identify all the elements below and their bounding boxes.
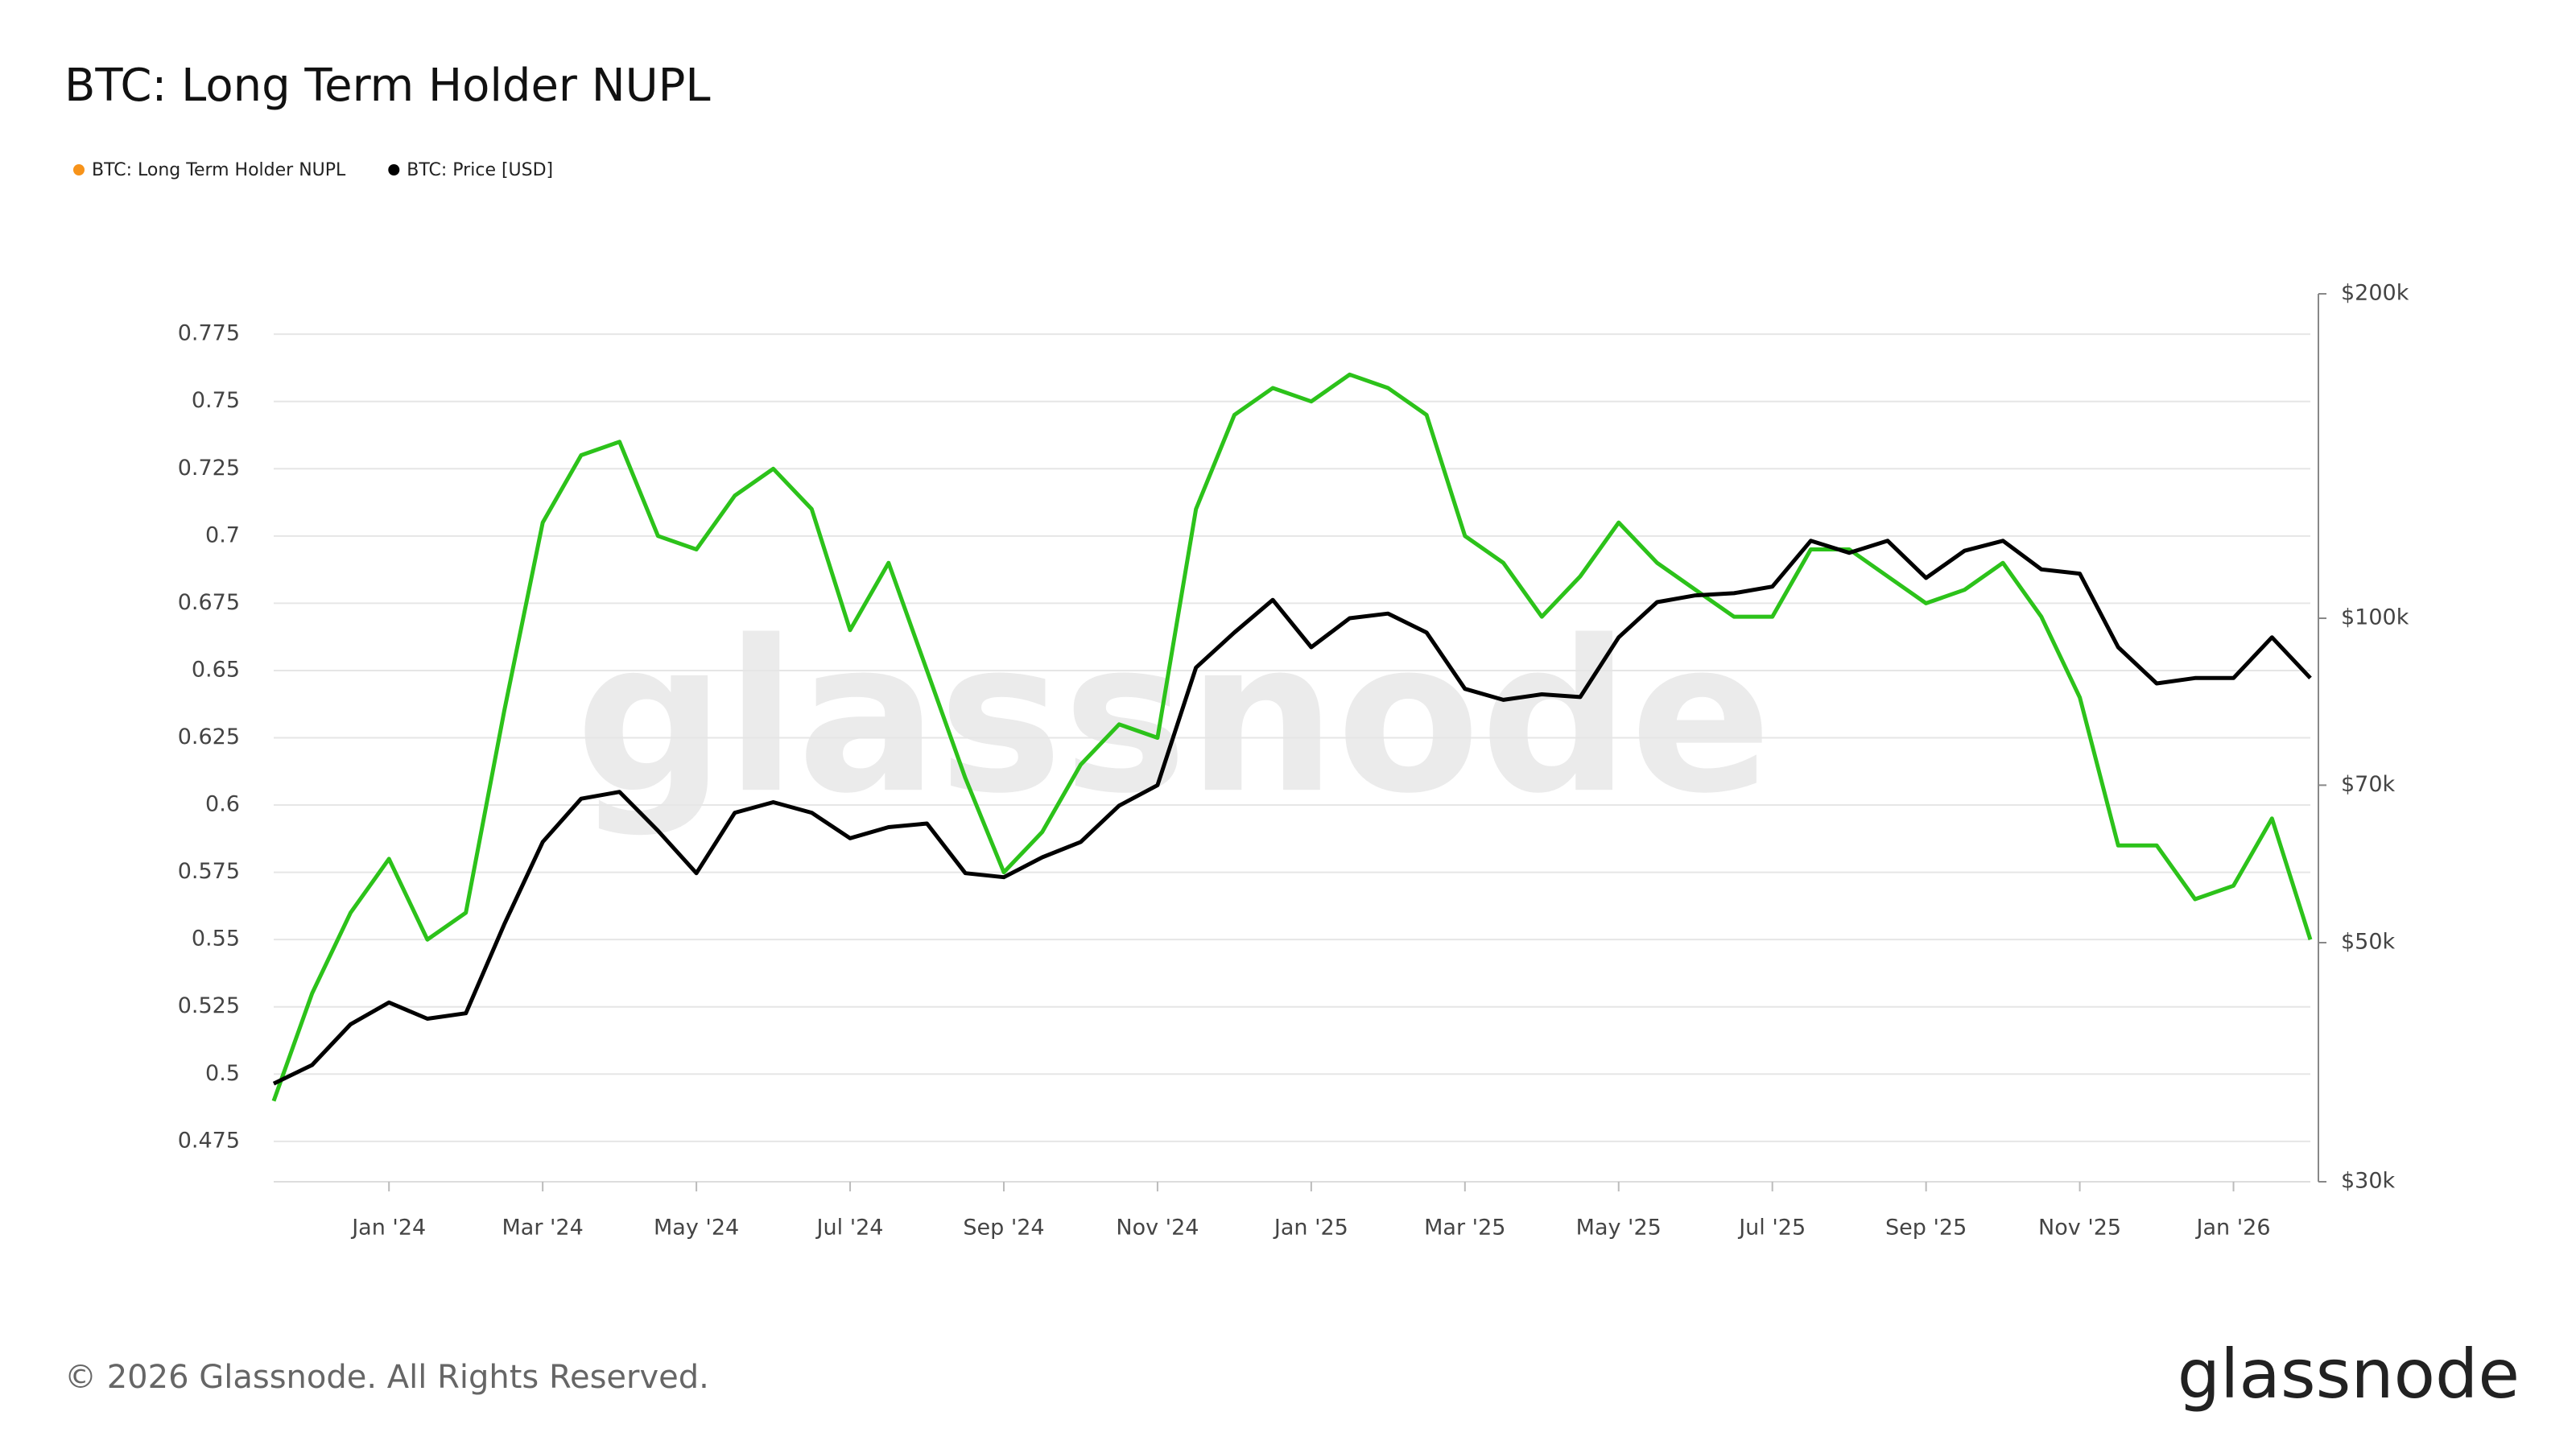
x-tick-label: Jan '25 (1273, 1216, 1348, 1241)
y2-tick-label: $200k (2341, 281, 2409, 306)
x-tick-label: May '24 (654, 1216, 739, 1241)
legend-label: BTC: Price [USD] (407, 160, 553, 180)
y-tick-label: 0.725 (178, 456, 240, 481)
x-tick-label: Mar '25 (1424, 1216, 1505, 1241)
x-tick-label: Nov '24 (1116, 1216, 1199, 1241)
y2-tick-label: $50k (2341, 930, 2396, 955)
x-tick-label: Sep '25 (1885, 1216, 1967, 1241)
series-line (272, 539, 2312, 1086)
logo: glassnode (2178, 1335, 2520, 1414)
x-tick-label: Nov '25 (2038, 1216, 2121, 1241)
y-tick-label: 0.475 (178, 1128, 240, 1153)
y-tick-label: 0.5 (205, 1061, 240, 1086)
y-tick-label: 0.525 (178, 993, 240, 1018)
y-tick-label: 0.775 (178, 321, 240, 346)
y-tick-label: 0.6 (205, 792, 240, 817)
legend-marker (388, 164, 400, 175)
legend-label: BTC: Long Term Holder NUPL (92, 160, 346, 180)
y-tick-label: 0.625 (178, 724, 240, 749)
y-tick-label: 0.675 (178, 590, 240, 615)
x-tick-label: Jul '25 (1737, 1216, 1806, 1241)
copyright: © 2026 Glassnode. All Rights Reserved. (64, 1359, 709, 1396)
y2-tick-label: $70k (2341, 772, 2396, 797)
x-tick-label: Sep '24 (963, 1216, 1044, 1241)
x-tick-label: Mar '24 (502, 1216, 583, 1241)
chart-title: BTC: Long Term Holder NUPL (64, 60, 711, 112)
x-tick-label: May '25 (1576, 1216, 1662, 1241)
y-tick-label: 0.7 (205, 522, 240, 547)
x-tick-label: Jan '24 (350, 1216, 426, 1241)
x-tick-label: Jan '26 (2195, 1216, 2271, 1241)
x-tick-label: Jul '24 (815, 1216, 884, 1241)
y2-tick-label: $100k (2341, 605, 2409, 630)
y2-tick-label: $30k (2341, 1169, 2396, 1194)
series-line (271, 372, 2313, 1102)
y-tick-label: 0.75 (192, 388, 240, 413)
y-tick-label: 0.575 (178, 859, 240, 884)
y-tick-label: 0.65 (192, 657, 240, 682)
legend-marker (73, 164, 85, 175)
y-tick-label: 0.55 (192, 927, 240, 952)
